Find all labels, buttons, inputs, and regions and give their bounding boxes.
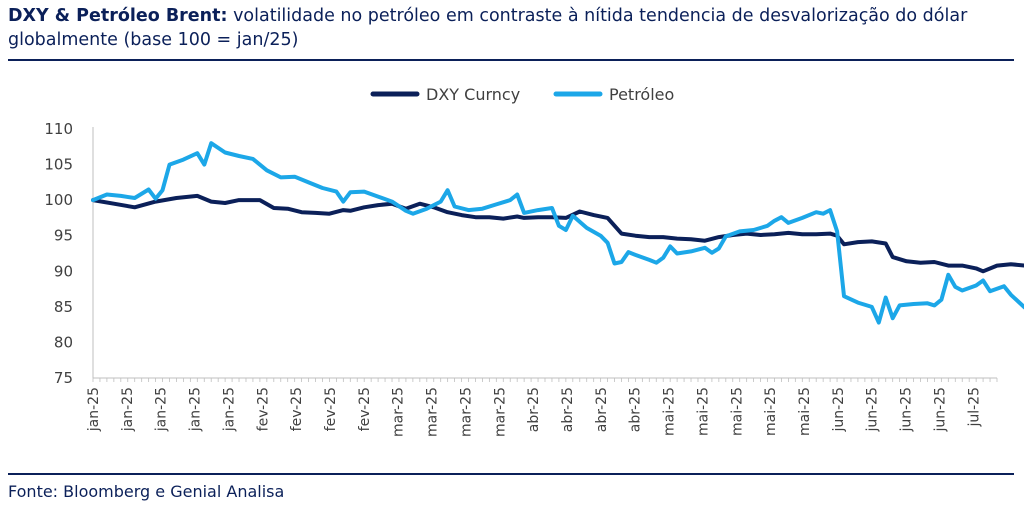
chart-title-bold: DXY & Petróleo Brent:: [8, 6, 228, 26]
source-note: Fonte: Bloomberg e Genial Analisa: [8, 482, 285, 501]
x-tick-label: jun-25: [831, 387, 847, 433]
top-divider: [8, 59, 1014, 61]
x-tick-label: jan-25: [86, 387, 102, 432]
x-tick-label: abr-25: [526, 387, 542, 432]
y-tick-label: 90: [54, 262, 73, 280]
x-tick-label: jun-25: [932, 387, 948, 433]
x-tick-label: fev-25: [289, 387, 305, 431]
y-tick-label: 95: [54, 227, 73, 245]
x-tick-label: jan-25: [188, 387, 204, 432]
y-tick-label: 85: [54, 298, 73, 316]
y-tick-label: 100: [44, 191, 73, 209]
x-tick-label: mai-25: [763, 387, 779, 436]
x-tick-label: fev-25: [323, 387, 339, 431]
legend-label-dxy: DXY Curncy: [426, 85, 520, 104]
x-tick-label: mai-25: [797, 387, 813, 436]
x-tick-label: fev-25: [255, 387, 271, 431]
x-tick-label: jun-25: [865, 387, 881, 433]
x-tick-label: mar-25: [391, 387, 407, 437]
x-tick-label: jan-25: [120, 387, 136, 432]
x-tick-label: jan-25: [221, 387, 237, 432]
y-tick-label: 110: [44, 120, 73, 138]
series-line-dxy: [91, 193, 1024, 274]
x-tick-label: abr-25: [594, 387, 610, 432]
legend-label-petroleo: Petróleo: [609, 85, 674, 104]
x-tick-label: abr-25: [628, 387, 644, 432]
legend: DXY Curncy Petróleo: [370, 85, 674, 104]
x-tick-label: abr-25: [560, 387, 576, 432]
series-line-petroleo: [91, 141, 1024, 325]
x-axis: jan-25 jan-25 jan-25 jan-25 jan-25 fev-25 fev-…: [86, 377, 998, 437]
x-tick-label: jan-25: [154, 387, 170, 432]
y-tick-label: 80: [54, 333, 73, 351]
x-tick-label: mar-25: [492, 387, 508, 437]
y-axis: 75 80 85 90 95 100 105 110: [44, 120, 94, 387]
x-tick-label: fev-25: [357, 387, 373, 431]
x-tick-label: mai-25: [695, 387, 711, 436]
y-tick-label: 75: [54, 369, 73, 387]
x-tick-label: jul-25: [966, 387, 982, 428]
x-tick-label: mai-25: [662, 387, 678, 436]
bottom-divider: [8, 473, 1014, 475]
x-tick-label: mar-25: [458, 387, 474, 437]
x-tick-label: jun-25: [899, 387, 915, 433]
line-chart: DXY Curncy Petróleo 7580859095100105110 …: [44, 85, 1024, 437]
y-tick-label: 105: [44, 156, 73, 174]
series-group: [91, 141, 1024, 325]
chart-title: DXY & Petróleo Brent: volatilidade no pe…: [8, 4, 1008, 52]
x-tick-label: mar-25: [425, 387, 441, 437]
chart-title-rest: volatilidade no petróleo em contraste à …: [8, 6, 968, 50]
x-tick-label: mai-25: [729, 387, 745, 436]
